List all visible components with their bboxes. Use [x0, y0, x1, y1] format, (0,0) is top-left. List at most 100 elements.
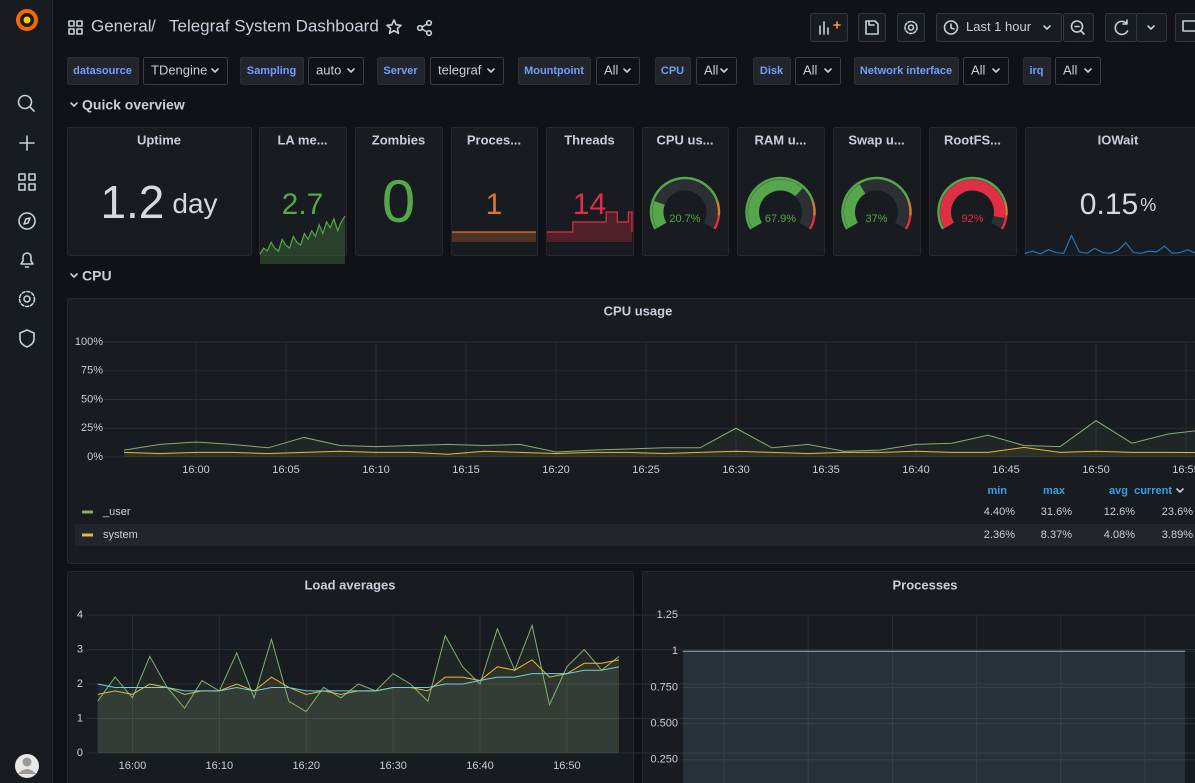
- add-panel-button[interactable]: [811, 14, 848, 42]
- legend-value: 2.36%: [984, 529, 1015, 541]
- x-tick-label: 16:50: [553, 760, 581, 772]
- legend-name[interactable]: _user: [102, 506, 131, 518]
- row-chevron[interactable]: [71, 274, 77, 277]
- legend-column-header[interactable]: current: [1134, 485, 1172, 497]
- y-tick-label: 4: [77, 609, 83, 621]
- x-tick-label: 16:50: [1082, 464, 1110, 476]
- stat-title[interactable]: RAM u...: [755, 132, 807, 147]
- y-tick-label: 1.25: [657, 609, 678, 621]
- x-tick-label: 16:45: [992, 464, 1020, 476]
- variable-label: irq: [1029, 65, 1043, 77]
- variable-label: datasource: [73, 65, 132, 77]
- variable-label: Network interface: [860, 65, 952, 77]
- x-tick-label: 16:40: [466, 760, 494, 772]
- y-tick-label: 2: [77, 678, 83, 690]
- y-tick-label: 0.250: [650, 754, 678, 766]
- save-button[interactable]: [859, 14, 886, 42]
- stat-number: 1.2: [100, 176, 164, 228]
- share-button[interactable]: [418, 21, 432, 36]
- stat-title[interactable]: Uptime: [137, 132, 181, 147]
- stat-title[interactable]: Zombies: [372, 132, 425, 147]
- y-tick-label: 1: [672, 645, 678, 657]
- x-tick-label: 16:55: [1172, 464, 1195, 476]
- row-chevron[interactable]: [71, 103, 77, 106]
- x-tick-label: 16:25: [632, 464, 660, 476]
- stat-value: 2.7: [282, 188, 324, 221]
- stat-value: 14: [573, 188, 606, 221]
- stat-value: 0: [382, 168, 415, 235]
- x-tick-label: 16:30: [379, 760, 407, 772]
- variable-value: telegraf: [438, 62, 482, 77]
- stat-number: 2.7: [282, 188, 324, 221]
- gauge-label: 37%: [865, 213, 887, 225]
- legend-column-header[interactable]: avg: [1109, 485, 1128, 497]
- y-tick-label: 0.500: [650, 718, 678, 730]
- legend-name[interactable]: system: [103, 529, 138, 541]
- stat-title[interactable]: RootFS...: [944, 132, 1001, 147]
- stat-title[interactable]: Proces...: [467, 132, 521, 147]
- avatar[interactable]: [15, 754, 39, 778]
- y-tick-label: 3: [77, 643, 83, 655]
- variable-label: Server: [383, 65, 418, 77]
- panel-title[interactable]: CPU usage: [604, 303, 673, 318]
- legend-value: 3.89%: [1162, 529, 1193, 541]
- series-area: [683, 651, 1185, 783]
- y-tick-label: 75%: [81, 365, 103, 377]
- y-tick-label: 50%: [81, 393, 103, 405]
- dashboards-breadcrumb-icon: [69, 21, 82, 34]
- star-button[interactable]: [387, 20, 401, 33]
- y-tick-label: 0: [77, 747, 83, 759]
- legend-column-header[interactable]: min: [987, 485, 1007, 497]
- tv-mode-button[interactable]: [1176, 14, 1195, 42]
- x-tick-label: 16:30: [722, 464, 750, 476]
- stat-title[interactable]: IOWait: [1098, 132, 1139, 147]
- variable-value: All: [604, 62, 619, 77]
- breadcrumb-folder[interactable]: General: [91, 16, 151, 35]
- y-tick-label: 0.750: [650, 681, 678, 693]
- variable-value: All: [971, 62, 986, 77]
- stat-number: 14: [573, 188, 606, 221]
- stat-title[interactable]: Swap u...: [848, 132, 904, 147]
- zoom-out-button[interactable]: [1064, 14, 1094, 42]
- gauge-label: 67.9%: [765, 213, 796, 225]
- legend-value: 12.6%: [1104, 506, 1135, 518]
- row-title[interactable]: CPU: [82, 268, 112, 284]
- stat-number: 0: [382, 168, 415, 235]
- stat-title[interactable]: Threads: [564, 132, 615, 147]
- variable-label: Disk: [760, 65, 784, 77]
- row-title[interactable]: Quick overview: [82, 97, 185, 113]
- stat-title[interactable]: LA me...: [277, 132, 327, 147]
- stat-number: 0.15: [1080, 188, 1138, 221]
- variable-label: CPU: [661, 65, 684, 77]
- y-tick-label: 25%: [81, 422, 103, 434]
- stat-title[interactable]: CPU us...: [656, 132, 713, 147]
- panel-title[interactable]: Processes: [892, 577, 957, 592]
- refresh-button[interactable]: [1106, 14, 1137, 42]
- stat-value: 1: [486, 188, 503, 221]
- legend-column-header[interactable]: max: [1043, 485, 1066, 497]
- legend-value: 31.6%: [1041, 506, 1072, 518]
- settings-button[interactable]: [898, 14, 925, 42]
- x-tick-label: 16:00: [119, 760, 147, 772]
- variable-value: All: [803, 62, 818, 77]
- sparkline-area: [452, 232, 536, 242]
- x-tick-label: 16:05: [272, 464, 300, 476]
- variable-value: All: [1063, 62, 1078, 77]
- stat-unit: day: [172, 188, 217, 219]
- x-tick-label: 16:20: [292, 760, 320, 772]
- panel-title[interactable]: Load averages: [304, 577, 395, 592]
- dashboard-title[interactable]: Telegraf System Dashboard: [169, 16, 379, 35]
- y-tick-label: 1: [77, 712, 83, 724]
- x-tick-label: 16:00: [182, 464, 210, 476]
- stat-unit: %: [1140, 195, 1156, 215]
- y-tick-label: 0%: [87, 451, 103, 463]
- legend-value: 4.40%: [984, 506, 1015, 518]
- variable-value: auto: [316, 62, 341, 77]
- legend-row-highlight: [75, 524, 1195, 546]
- sidebar: [0, 0, 52, 783]
- x-tick-label: 16:20: [542, 464, 570, 476]
- variable-value: TDengine: [151, 62, 207, 77]
- breadcrumb-separator: /: [151, 16, 156, 35]
- time-range: Last 1 hour: [966, 19, 1032, 34]
